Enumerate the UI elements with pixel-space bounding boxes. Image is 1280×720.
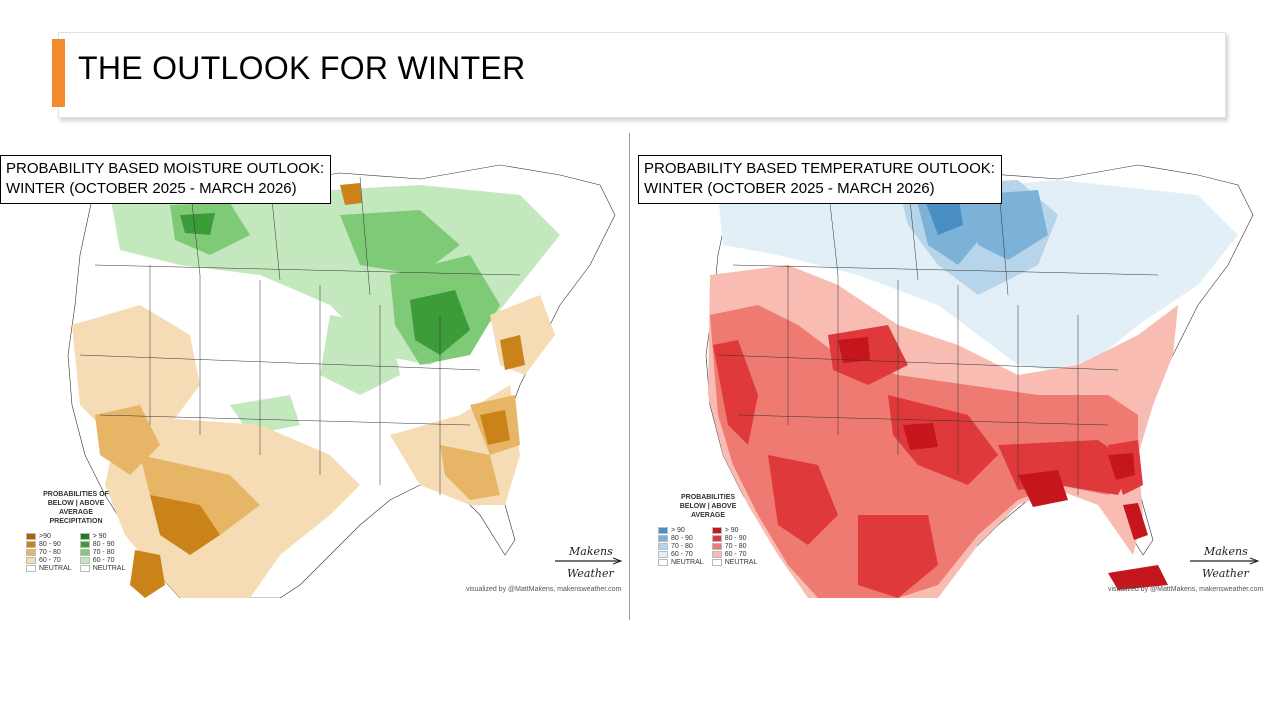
moisture-caption-line2: WINTER (OCTOBER 2025 - MARCH 2026) [6, 180, 297, 197]
temperature-outlook-map: PROBABILITY BASED TEMPERATURE OUTLOOK: W… [638, 155, 1266, 598]
legend-entry: 70 - 80 [711, 542, 758, 550]
legend-heading: PROBABILITIES BELOW | ABOVE AVERAGE [679, 494, 737, 519]
legend-entry: > 90 [79, 532, 126, 540]
temperature-map-credit: visualized by @MattMakens, makensweather… [1108, 586, 1264, 593]
legend-entry: 70 - 80 [658, 542, 704, 550]
legend-entry: >90 [26, 532, 72, 540]
legend-swatch [26, 564, 36, 572]
legend-swatch [711, 558, 722, 566]
temperature-map-caption: PROBABILITY BASED TEMPERATURE OUTLOOK: W… [638, 155, 1002, 204]
legend-entry: 70 - 80 [79, 548, 126, 556]
legend-swatch [79, 548, 90, 556]
legend-swatch [79, 556, 90, 564]
moisture-map-credit: visualized by @MattMakens, makensweather… [466, 586, 622, 593]
legend-entry: NEUTRAL [711, 558, 757, 566]
legend-swatch [79, 532, 90, 540]
legend-entry: 80 - 90 [79, 540, 126, 548]
moisture-map-graphic [0, 155, 627, 598]
legend-entry: NEUTRAL [658, 558, 704, 566]
makens-weather-logo-graphic: Makens Weather [1190, 545, 1260, 580]
legend-entry: 60 - 70 [658, 550, 704, 558]
legend-swatch [79, 564, 90, 572]
moisture-legend: PROBABILITIES OF BELOW | ABOVE AVERAGE P… [26, 490, 126, 572]
moisture-map-caption: PROBABILITY BASED MOISTURE OUTLOOK: WINT… [0, 155, 332, 204]
legend-swatch [658, 558, 668, 566]
legend-entry: NEUTRAL [79, 564, 125, 572]
moisture-caption-line1: PROBABILITY BASED MOISTURE OUTLOOK: [6, 160, 325, 177]
legend-swatch [711, 534, 722, 542]
legend-swatch [26, 548, 36, 556]
legend-swatch [658, 550, 668, 558]
legend-entry: > 90 [658, 526, 704, 534]
legend-swatch [79, 540, 90, 548]
panel-divider [629, 133, 630, 620]
moisture-outlook-map: PROBABILITY BASED MOISTURE OUTLOOK: WINT… [0, 155, 627, 598]
makens-weather-logo-graphic: Makens Weather [555, 545, 623, 580]
legend-swatch [658, 526, 668, 534]
legend-swatch [711, 526, 722, 534]
legend-swatch [26, 540, 36, 548]
legend-below-column: > 90 80 - 90 70 - 80 60 - 70 NEUTRAL [658, 526, 704, 566]
svg-text:Weather: Weather [1202, 567, 1249, 580]
temperature-caption-line1: PROBABILITY BASED TEMPERATURE OUTLOOK: [644, 160, 995, 177]
legend-swatch [658, 534, 668, 542]
legend-below-column: >90 80 - 90 70 - 80 60 - 70 NEUTRAL [26, 532, 72, 572]
legend-entry: 70 - 80 [26, 548, 72, 556]
slide-title: THE OUTLOOK FOR WINTER [78, 50, 526, 86]
legend-swatch [26, 556, 36, 564]
legend-entry: 80 - 90 [26, 540, 72, 548]
svg-text:Weather: Weather [567, 567, 614, 580]
legend-above-column: > 90 80 - 90 70 - 80 60 - 70 NEUTRAL [711, 526, 758, 566]
slide-title-card [58, 32, 1226, 118]
legend-entry: 60 - 70 [26, 556, 72, 564]
legend-swatch [658, 542, 668, 550]
legend-swatch [26, 532, 36, 540]
legend-entry: NEUTRAL [26, 564, 72, 572]
legend-swatch [711, 542, 722, 550]
title-accent-bar [52, 39, 65, 107]
svg-text:Makens: Makens [1203, 545, 1248, 558]
makens-weather-logo: Makens Weather [1188, 541, 1262, 585]
temperature-legend: PROBABILITIES BELOW | ABOVE AVERAGE > 90… [658, 493, 758, 566]
legend-heading: PROBABILITIES OF BELOW | ABOVE AVERAGE P… [43, 491, 109, 525]
makens-weather-logo: Makens Weather [553, 541, 625, 585]
legend-entry: > 90 [711, 526, 758, 534]
temperature-caption-line2: WINTER (OCTOBER 2025 - MARCH 2026) [644, 180, 935, 197]
legend-entry: 80 - 90 [658, 534, 704, 542]
legend-entry: 60 - 70 [711, 550, 758, 558]
legend-entry: 60 - 70 [79, 556, 126, 564]
svg-text:Makens: Makens [568, 545, 613, 558]
legend-entry: 80 - 90 [711, 534, 758, 542]
legend-above-column: > 90 80 - 90 70 - 80 60 - 70 NEUTRAL [79, 532, 126, 572]
legend-swatch [711, 550, 722, 558]
temperature-map-graphic [638, 155, 1266, 598]
